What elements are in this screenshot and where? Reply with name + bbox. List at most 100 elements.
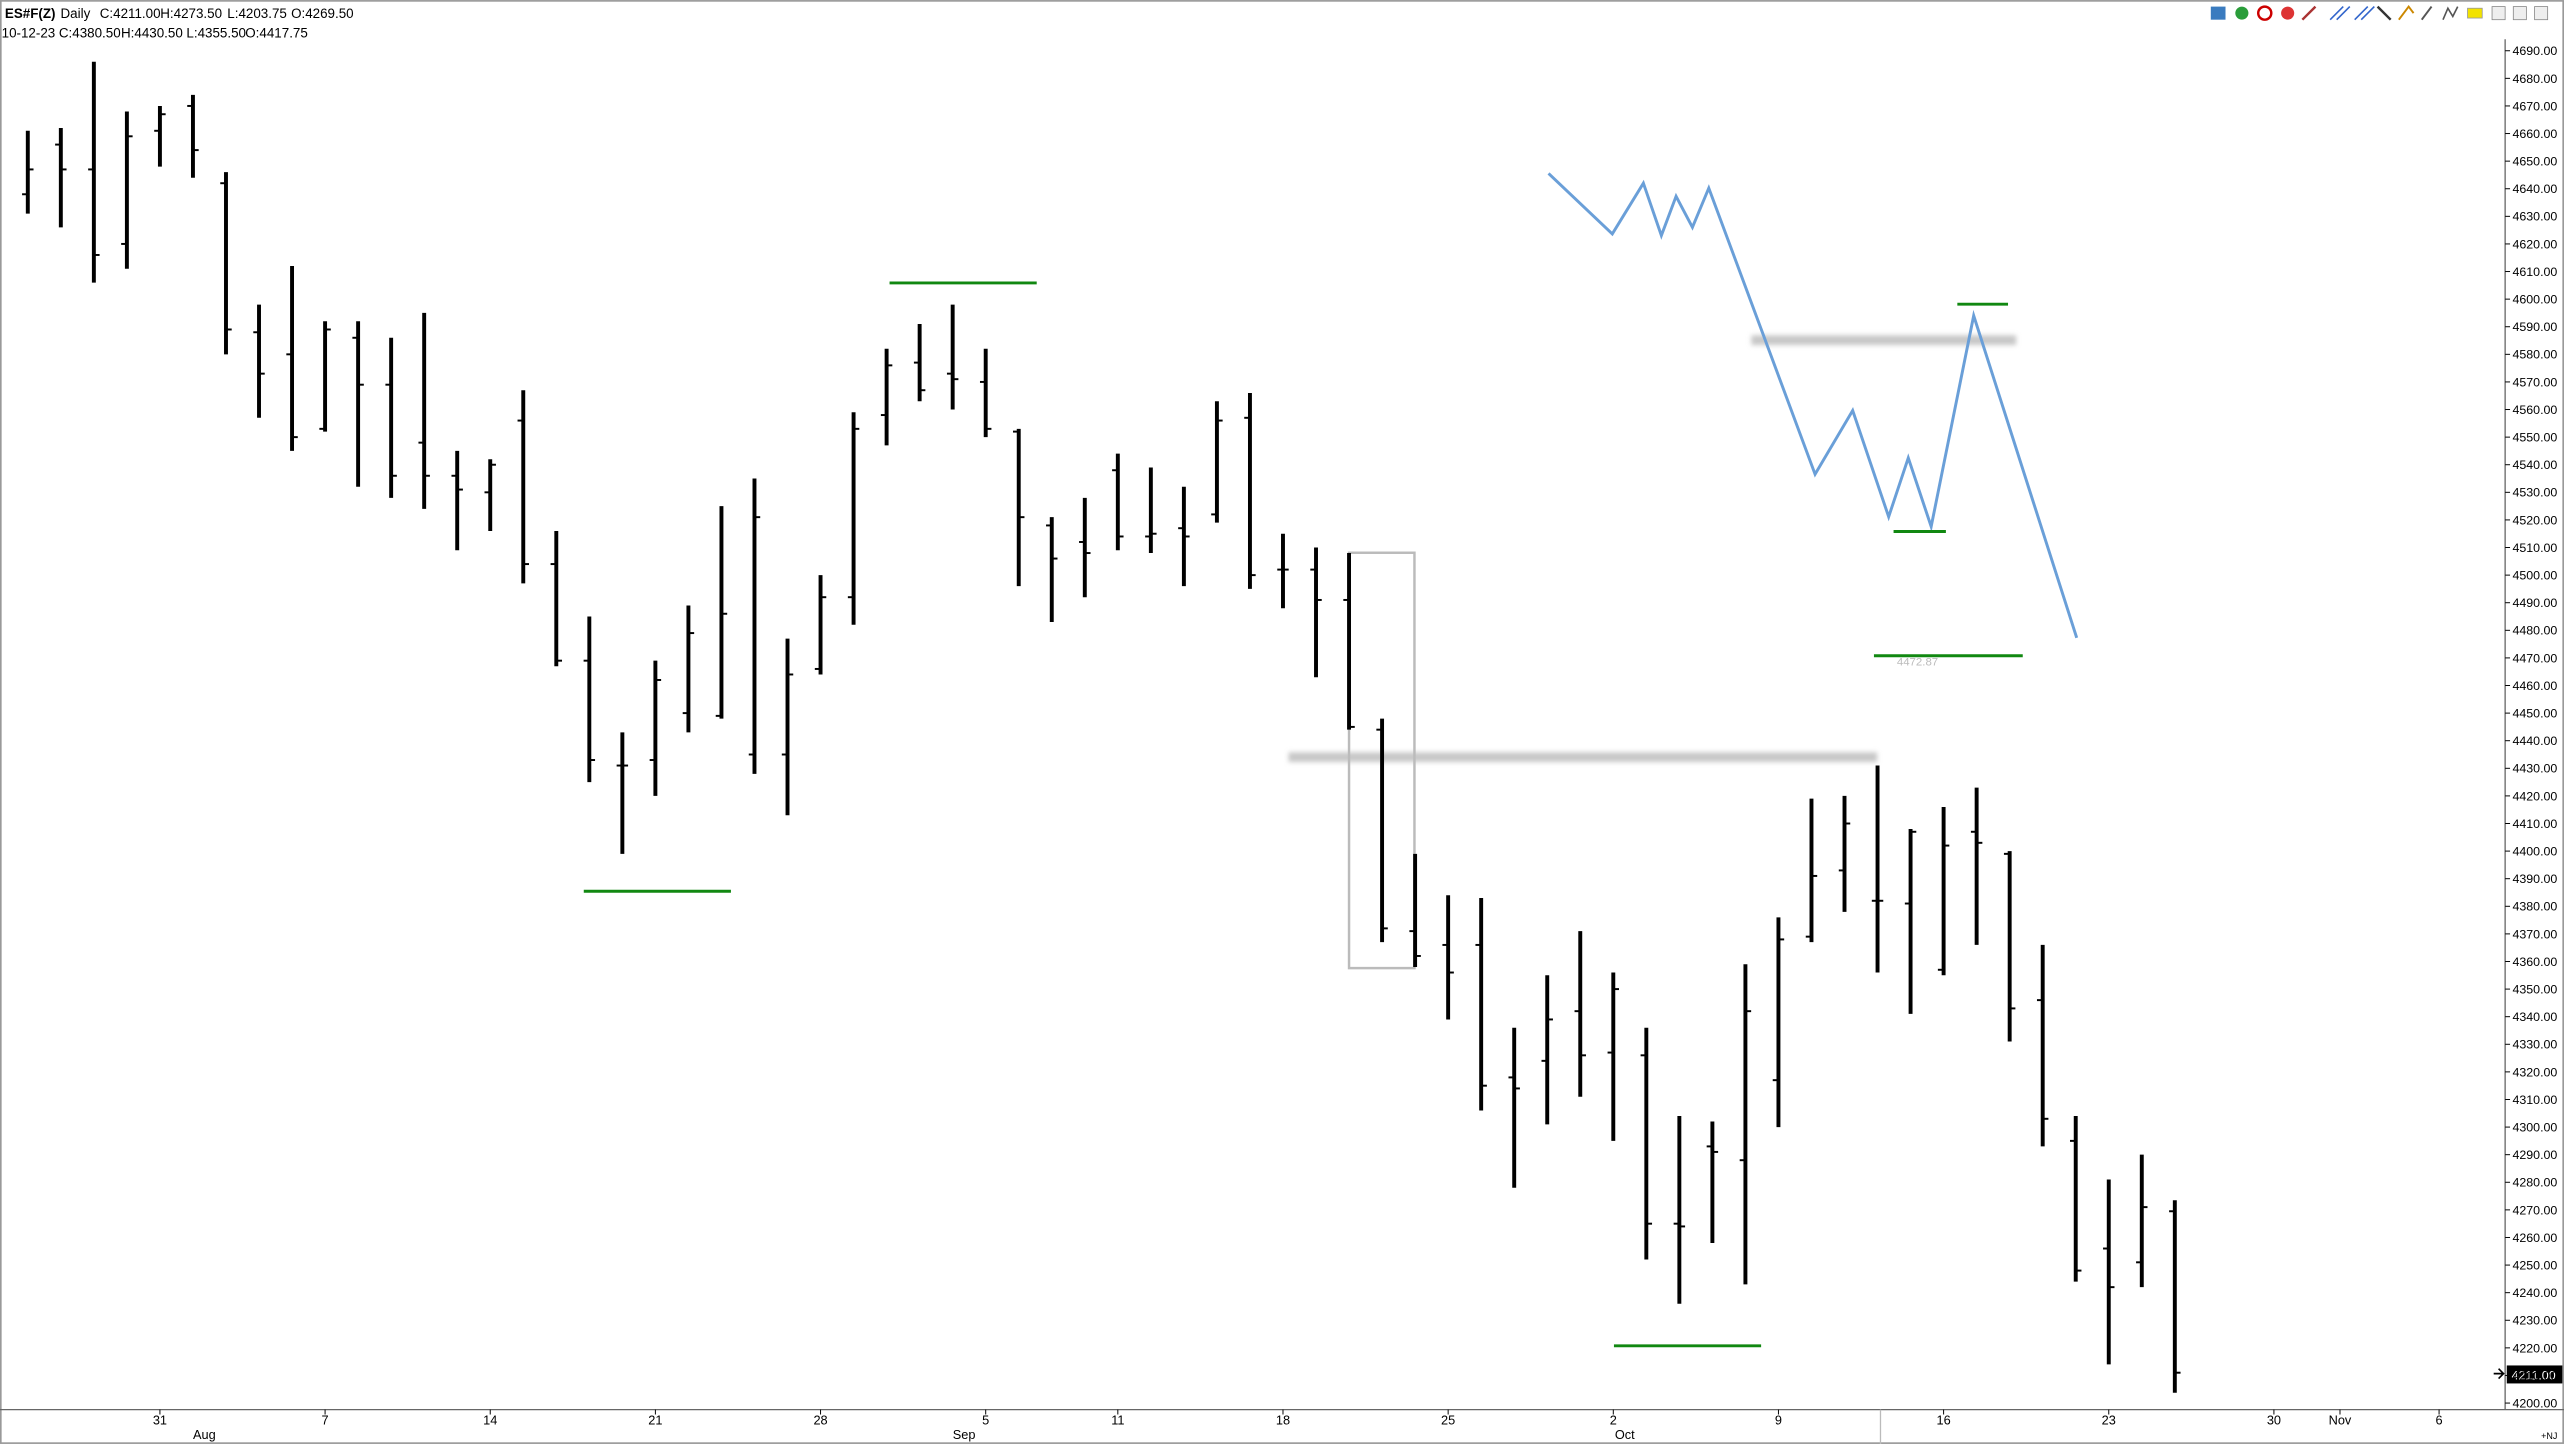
y-tick-label: 4300.00	[2512, 1120, 2557, 1134]
y-tick-label: 4440.00	[2512, 734, 2557, 748]
window-button[interactable]	[2534, 6, 2549, 21]
y-tick-label: 4590.00	[2512, 320, 2557, 334]
y-tick-label: 4480.00	[2512, 624, 2557, 638]
tool-icon[interactable]	[2442, 6, 2459, 21]
zone-band	[1288, 752, 1878, 763]
y-tick-label: 4400.00	[2512, 845, 2557, 859]
y-tick-label: 4470.00	[2512, 651, 2557, 665]
x-tick-label: 21	[648, 1412, 662, 1427]
corner-label: +NJ	[2541, 1431, 2557, 1441]
x-tick-label: 9	[1775, 1412, 1782, 1427]
annotation: 4472.87	[1897, 657, 1938, 669]
y-tick-label: 4570.00	[2512, 375, 2557, 389]
tool-icon[interactable]	[2281, 6, 2295, 20]
level-lines	[583, 281, 2023, 1348]
window-button[interactable]	[2491, 6, 2506, 21]
y-tick-label: 4260.00	[2512, 1231, 2557, 1245]
last-price-box	[2506, 1365, 2563, 1384]
tool-icon[interactable]	[2354, 6, 2375, 21]
x-tick-label: 7	[322, 1412, 329, 1427]
x-tick-label: 14	[483, 1412, 497, 1427]
tool-icon[interactable]	[2301, 5, 2317, 21]
y-tick-label: 4250.00	[2512, 1258, 2557, 1272]
y-tick-label: 4660.00	[2512, 127, 2557, 141]
tool-icon[interactable]	[2329, 6, 2351, 21]
y-tick-label: 4520.00	[2512, 513, 2557, 527]
tool-icon[interactable]	[2376, 5, 2392, 21]
y-tick-label: 4510.00	[2512, 541, 2557, 555]
quote: H:4273.50	[160, 6, 222, 21]
y-tick-label: 4390.00	[2512, 872, 2557, 886]
month-label: Oct	[1615, 1427, 1635, 1442]
y-tick-label: 4420.00	[2512, 789, 2557, 803]
x-tick-label: 31	[153, 1412, 167, 1427]
y-tick-label: 4680.00	[2512, 72, 2557, 86]
y-tick-label: 4540.00	[2512, 458, 2557, 472]
y-tick-label: 4450.00	[2512, 707, 2557, 721]
x-tick-label: 23	[2102, 1412, 2116, 1427]
y-tick-label: 4340.00	[2512, 1010, 2557, 1024]
x-tick-label: 30	[2267, 1412, 2281, 1427]
tool-icon[interactable]	[2256, 5, 2273, 21]
y-tick-label: 4230.00	[2512, 1314, 2557, 1328]
y-tick-label: 4630.00	[2512, 210, 2557, 224]
tool-icon[interactable]	[2467, 7, 2483, 19]
y-tick-label: 4610.00	[2512, 265, 2557, 279]
zone-band	[1751, 335, 2017, 346]
quote: C:4211.00	[100, 6, 161, 21]
cursor-quote: O:4417.75	[245, 26, 308, 41]
y-tick-label: 4280.00	[2512, 1176, 2557, 1190]
y-tick-label: 4490.00	[2512, 596, 2557, 610]
cursor-date: 10-12-23	[2, 26, 56, 41]
x-tick-label: 18	[1276, 1412, 1290, 1427]
tool-icon[interactable]	[2420, 6, 2433, 21]
y-tick-label: 4500.00	[2512, 569, 2557, 583]
projection-line	[1547, 172, 2079, 639]
interval: Daily	[61, 6, 91, 21]
y-tick-label: 4290.00	[2512, 1148, 2557, 1162]
y-tick-label: 4550.00	[2512, 431, 2557, 445]
last-price-arrow	[2493, 1368, 2505, 1380]
window-button[interactable]	[2512, 6, 2527, 21]
x-tick-label: Nov	[2329, 1412, 2352, 1427]
x-tick-label: 25	[1441, 1412, 1455, 1427]
cursor-quote: C:4380.50	[59, 26, 121, 41]
y-tick-label: 4200.00	[2512, 1396, 2557, 1410]
y-tick-label: 4600.00	[2512, 293, 2557, 307]
month-label: Sep	[953, 1427, 976, 1442]
tool-icon[interactable]	[2210, 6, 2226, 20]
y-tick-label: 4240.00	[2512, 1286, 2557, 1300]
highlight-box	[1347, 551, 1416, 970]
x-tick-label: 16	[1937, 1412, 1951, 1427]
y-tick-label: 4380.00	[2512, 900, 2557, 914]
toolbar	[2210, 4, 2549, 21]
cursor-quote: H:4430.50	[121, 26, 183, 41]
y-tick-label: 4410.00	[2512, 817, 2557, 831]
x-tick-label: 6	[2436, 1412, 2443, 1427]
tool-icon[interactable]	[2398, 4, 2415, 21]
last-price-label: 4211.00	[2512, 1368, 2556, 1382]
y-tick-label: 4360.00	[2512, 955, 2557, 969]
tool-icon[interactable]	[2235, 6, 2249, 20]
month-label: Aug	[193, 1427, 216, 1442]
quote: L:4203.75	[227, 6, 287, 21]
x-tick-label: 28	[813, 1412, 827, 1427]
y-tick-label: 4650.00	[2512, 155, 2557, 169]
y-tick-label: 4350.00	[2512, 983, 2557, 997]
x-tick-label: 11	[1111, 1412, 1124, 1427]
cursor-quote: L:4355.50	[186, 26, 246, 41]
y-tick-label: 4220.00	[2512, 1341, 2557, 1355]
y-tick-label: 4690.00	[2512, 44, 2557, 58]
y-tick-label: 4210.00	[2512, 1369, 2557, 1383]
y-tick-label: 4430.00	[2512, 762, 2557, 776]
y-tick-label: 4320.00	[2512, 1065, 2557, 1079]
quote: O:4269.50	[291, 6, 354, 21]
y-tick-label: 4670.00	[2512, 99, 2557, 113]
y-tick-label: 4310.00	[2512, 1093, 2557, 1107]
y-tick-label: 4560.00	[2512, 403, 2557, 417]
symbol: ES#F(Z)	[5, 6, 56, 21]
y-tick-label: 4460.00	[2512, 679, 2557, 693]
